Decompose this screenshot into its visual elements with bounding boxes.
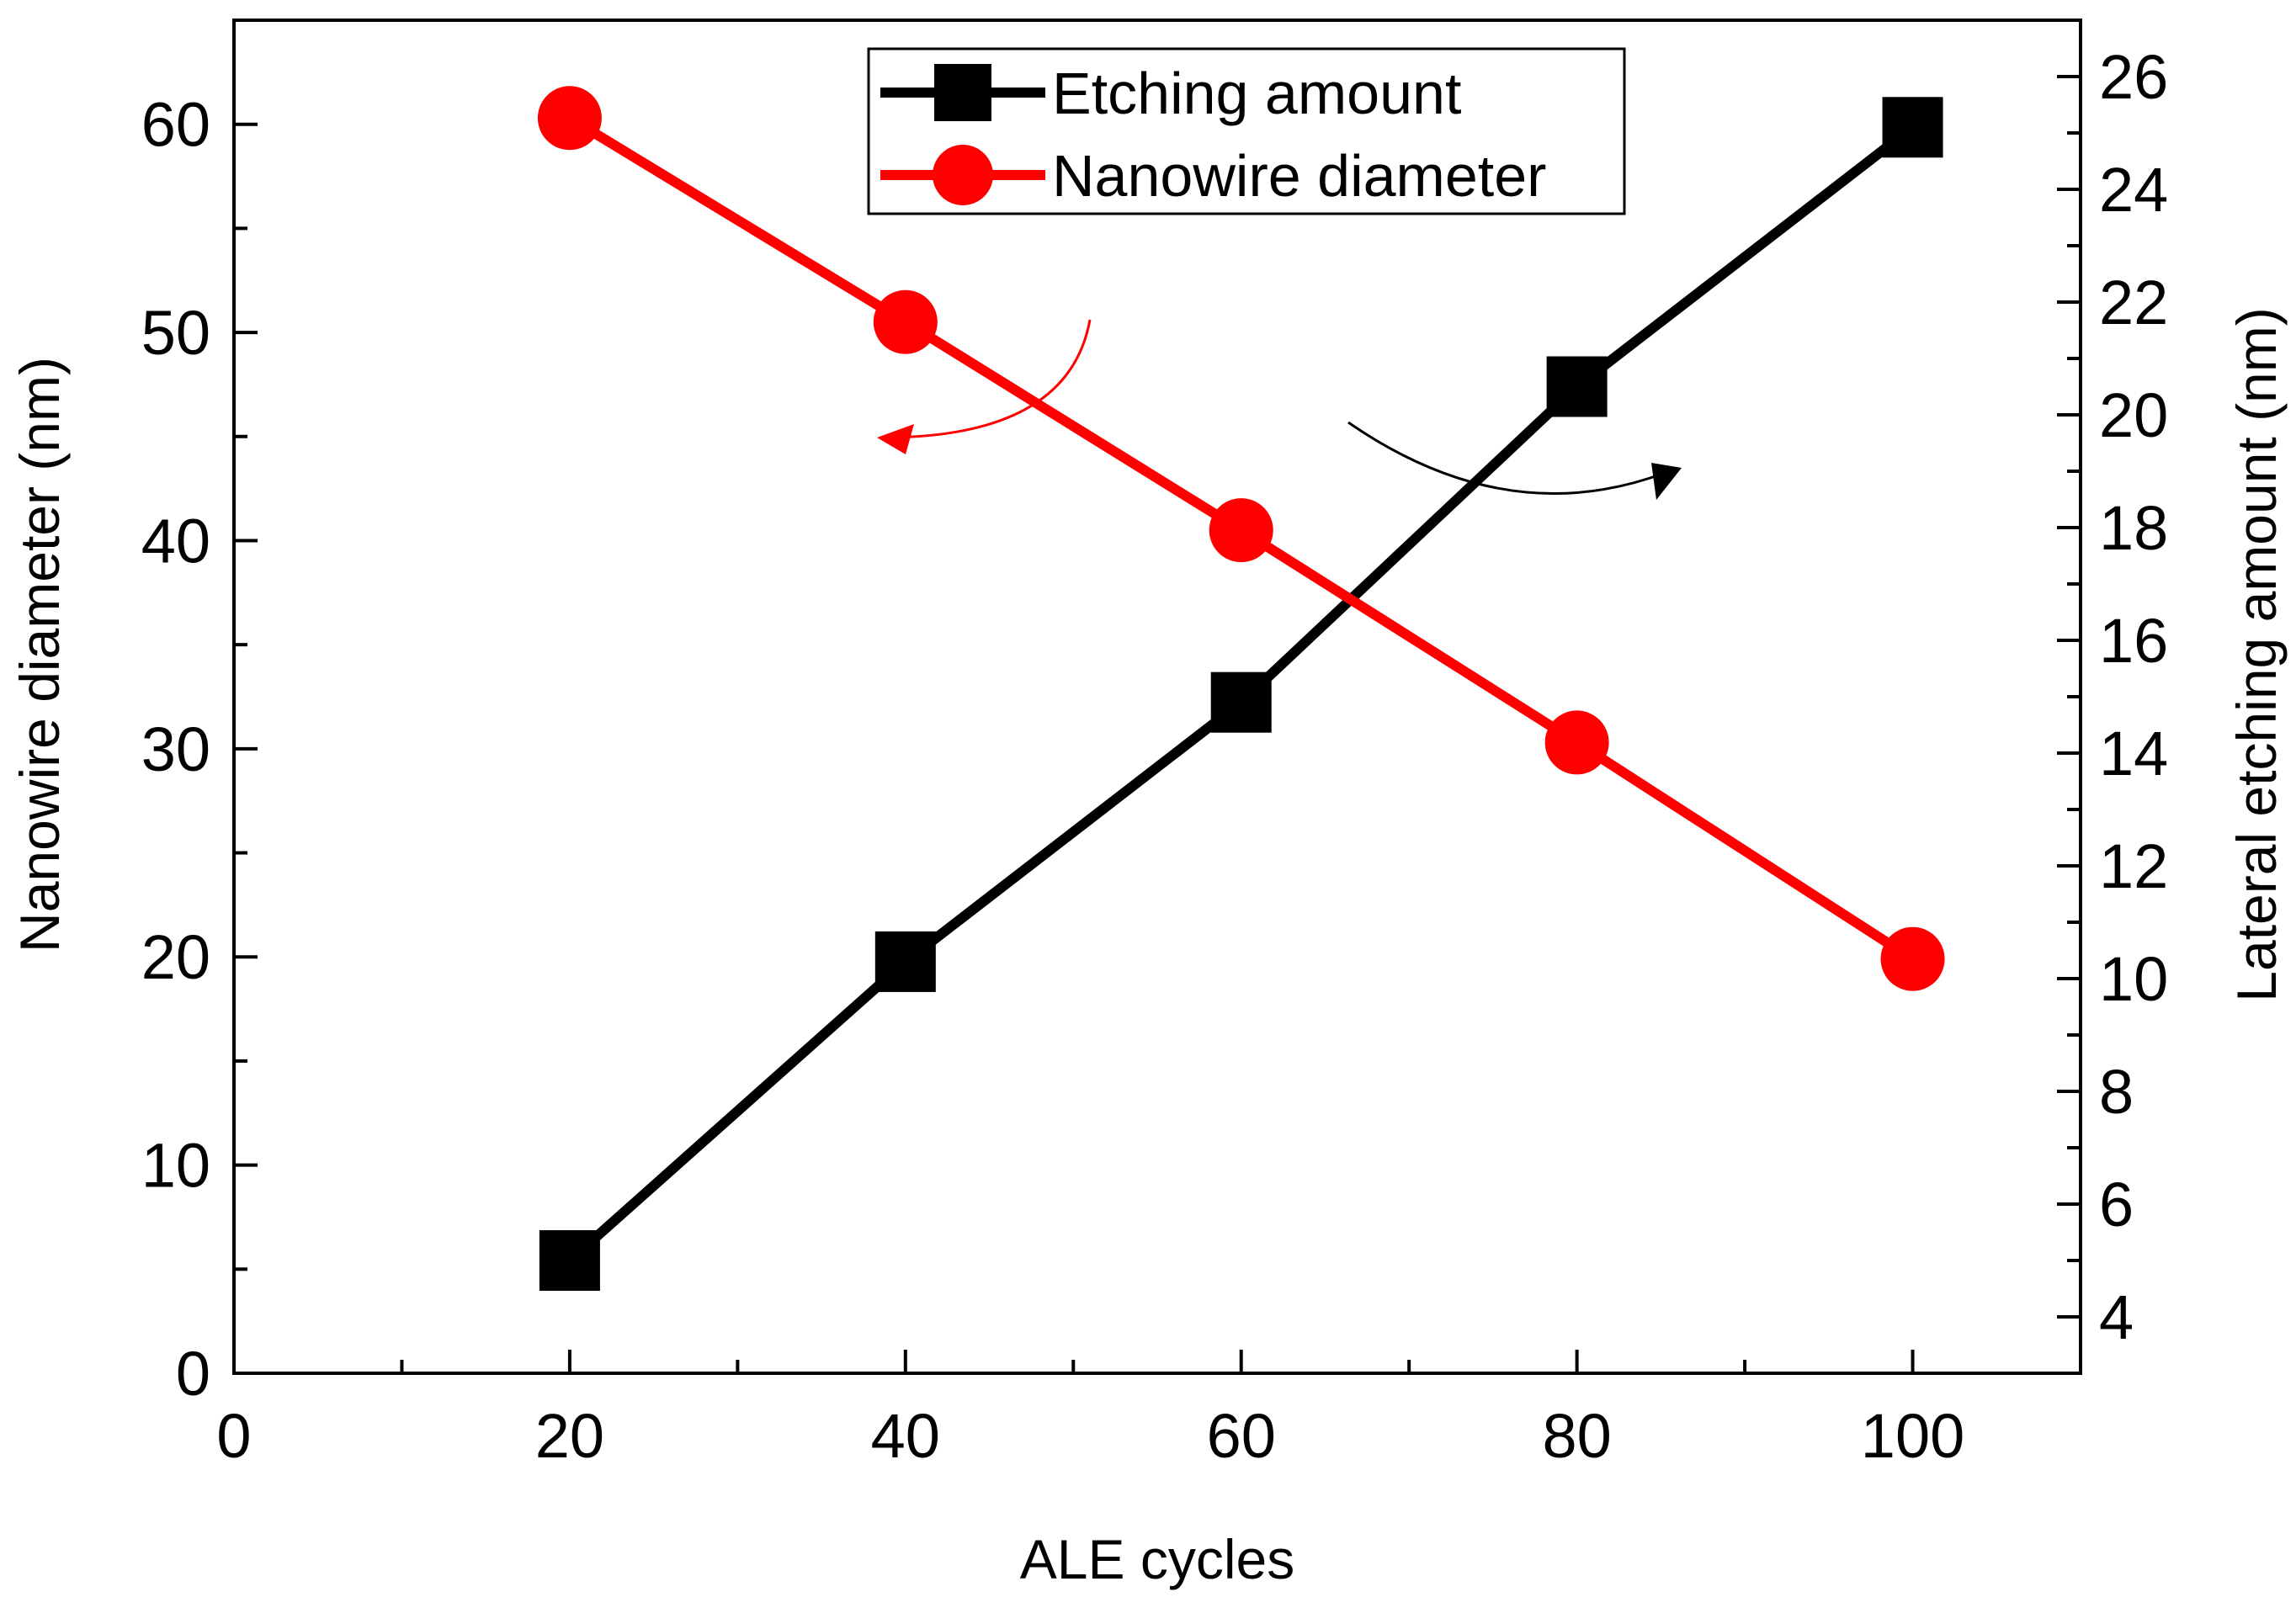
- x-tick-label: 0: [216, 1401, 251, 1471]
- y-left-tick-label: 60: [141, 90, 210, 160]
- data-point-square: [539, 1230, 600, 1291]
- y-right-tick-label: 22: [2099, 268, 2168, 337]
- y-right-tick-label: 16: [2099, 606, 2168, 676]
- y-right-tick-label: 20: [2099, 380, 2168, 450]
- legend-box: [867, 47, 1626, 215]
- data-point-circle: [1209, 498, 1273, 563]
- right-axis-indicator-arrow: [1347, 421, 1666, 495]
- y-right-tick-label: 10: [2099, 944, 2168, 1014]
- y-left-tick-label: 50: [141, 298, 210, 368]
- data-point-square: [1546, 356, 1608, 417]
- y-right-tick-label: 6: [2099, 1170, 2134, 1239]
- legend-marker-square: [934, 64, 991, 121]
- data-point-circle: [1880, 926, 1945, 991]
- legend-marker-circle: [933, 145, 993, 205]
- data-point-circle: [873, 289, 938, 354]
- y-left-tick-label: 40: [141, 506, 210, 576]
- y-right-tick-label: 26: [2099, 42, 2168, 112]
- y-right-tick-label: 8: [2099, 1057, 2134, 1127]
- y-right-tick-label: 18: [2099, 493, 2168, 563]
- plot-frame: [232, 19, 2082, 1375]
- legend-label: Nanowire diameter: [1052, 143, 1546, 209]
- left-axis-arrowhead-icon: [877, 424, 914, 454]
- y-left-tick-label: 30: [141, 714, 210, 784]
- y-right-axis-title: Lateral etching amount (nm): [2225, 307, 2288, 1001]
- legend-label: Etching amount: [1052, 61, 1461, 126]
- y-left-tick-label: 20: [141, 922, 210, 992]
- x-tick-label: 60: [1207, 1401, 1276, 1471]
- x-axis-title: ALE cycles: [1020, 1528, 1294, 1590]
- x-tick-label: 20: [535, 1401, 604, 1471]
- x-tick-label: 40: [871, 1401, 940, 1471]
- data-point-square: [874, 931, 936, 992]
- y-left-axis-title: Nanowire diameter (nm): [8, 357, 71, 953]
- x-tick-label: 80: [1542, 1401, 1611, 1471]
- right-axis-arrowhead-icon: [1651, 463, 1682, 500]
- data-point-circle: [537, 86, 602, 151]
- y-right-tick-label: 24: [2099, 155, 2168, 225]
- y-right-tick-label: 4: [2099, 1282, 2134, 1352]
- data-point-circle: [1544, 710, 1609, 775]
- data-point-square: [1210, 671, 1272, 733]
- y-right-tick-label: 12: [2099, 831, 2168, 901]
- y-left-tick-label: 0: [176, 1339, 210, 1409]
- y-right-tick-label: 14: [2099, 719, 2168, 788]
- y-left-tick-label: 10: [141, 1131, 210, 1201]
- left-axis-indicator-arrow: [887, 319, 1092, 439]
- data-point-square: [1882, 97, 1943, 158]
- x-tick-label: 100: [1861, 1401, 1964, 1471]
